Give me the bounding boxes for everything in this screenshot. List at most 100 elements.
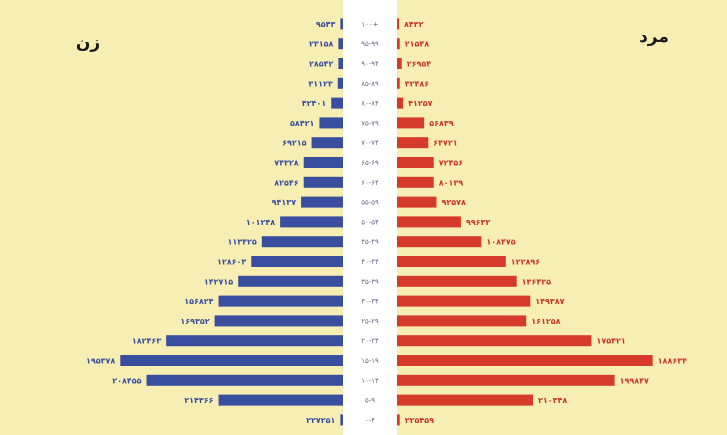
female-value-label: ۲۳۱۵۸ — [309, 40, 334, 49]
male-bar — [397, 295, 531, 307]
female-value-label: ۱۶۹۳۵۲ — [180, 317, 209, 326]
male-bar — [397, 374, 615, 386]
male-value-label: ۸۰۱۳۹ — [439, 178, 464, 187]
age-group-label: ۵۵-۵۹ — [361, 199, 379, 207]
female-value-label: ۹۵۴۳ — [316, 20, 336, 29]
age-group-label: ۷۵-۷۹ — [361, 119, 379, 127]
age-group-label: ۳۰-۳۴ — [361, 298, 379, 306]
female-bar — [337, 77, 343, 89]
female-bar — [120, 355, 343, 366]
male-bar — [397, 315, 527, 327]
female-value-label: ۱۵۶۸۲۴ — [184, 297, 213, 306]
age-group-label: ۱۵-۱۹ — [361, 357, 379, 365]
male-bar — [397, 355, 653, 366]
male-bar — [397, 97, 404, 109]
male-value-label: ۷۲۴۵۶ — [439, 159, 464, 168]
female-value-label: ۲۱۴۳۶۶ — [184, 396, 213, 405]
age-group-label: ۲۰-۲۴ — [361, 337, 379, 345]
male-bar — [397, 394, 533, 406]
male-value-label: ۵۶۸۳۹ — [429, 119, 454, 128]
age-group-label: ۸۰-۸۴ — [361, 100, 379, 108]
female-bar — [338, 38, 343, 50]
male-bar — [397, 236, 482, 248]
female-bar — [251, 256, 343, 267]
male-value-label: ۱۹۹۸۴۷ — [620, 376, 649, 385]
age-group-label: ۴۰-۴۴ — [361, 258, 379, 266]
male-value-label: ۲۱۰۳۴۸ — [538, 396, 567, 405]
age-group-label: ۱۰-۱۴ — [361, 377, 379, 385]
bars-group: ۱۰۰+ ۹۵۴۳ ۸۴۳۲ ۹۵-۹۹ ۲۳۱۵۸ ۲۱۵۴۸ ۹۰-۹۴ ۲۸۵۴۲ ۲۶۹… — [86, 18, 687, 426]
female-bar — [146, 374, 343, 386]
female-bar — [340, 18, 343, 30]
female-bar — [261, 236, 343, 248]
age-group-label: ۸۵-۸۹ — [361, 80, 379, 88]
male-value-label: ۱۸۸۶۳۴ — [658, 357, 687, 366]
male-value-label: ۱۰۸۴۷۵ — [486, 238, 515, 247]
female-value-label: ۲۰۸۴۵۵ — [112, 376, 141, 385]
male-bar — [397, 157, 434, 168]
male-value-label: ۱۴۹۳۸۷ — [535, 297, 564, 306]
age-group-label: ۰-۴ — [365, 416, 375, 424]
legend-male-label: مرد — [639, 27, 669, 47]
male-bar — [397, 137, 429, 149]
female-bar — [303, 157, 343, 168]
age-group-label: ۶۵-۶۹ — [361, 159, 379, 167]
male-value-label: ۱۳۶۴۲۵ — [522, 277, 551, 286]
female-bar — [280, 216, 343, 228]
female-bar — [311, 137, 343, 149]
female-value-label: ۷۴۳۲۸ — [274, 159, 299, 168]
male-value-label: ۱۲۲۸۹۶ — [511, 258, 540, 267]
male-value-label: ۱۶۱۲۵۸ — [531, 317, 560, 326]
age-group-label: ۳۵-۳۹ — [361, 278, 379, 286]
male-bar — [397, 335, 592, 347]
female-value-label: ۱۲۸۶۰۳ — [217, 258, 246, 267]
female-bar — [218, 394, 343, 406]
age-axis-band — [343, 0, 397, 435]
female-bar — [166, 335, 343, 347]
male-bar — [397, 58, 402, 69]
male-bar — [397, 196, 437, 208]
female-bar — [301, 196, 343, 208]
female-bar — [218, 295, 343, 307]
female-bar — [338, 58, 343, 69]
female-value-label: ۶۹۲۱۵ — [282, 139, 307, 148]
male-value-label: ۲۱۵۴۸ — [405, 40, 430, 49]
female-value-label: ۱۹۵۳۷۸ — [86, 357, 115, 366]
male-value-label: ۳۲۴۸۶ — [405, 79, 430, 88]
male-bar — [397, 216, 461, 228]
age-group-label: ۴۵-۴۹ — [361, 238, 379, 246]
male-value-label: ۲۶۹۵۴ — [407, 60, 432, 69]
female-value-label: ۳۱۱۲۳ — [308, 79, 333, 88]
male-value-label: ۶۴۷۲۱ — [433, 139, 457, 148]
male-value-label: ۱۷۵۴۲۱ — [596, 337, 625, 346]
female-bar — [319, 117, 343, 129]
female-bar — [303, 176, 343, 188]
age-group-label: ۷۰-۷۴ — [361, 139, 379, 147]
female-value-label: ۱۰۱۲۴۸ — [246, 218, 275, 227]
female-value-label: ۲۲۷۲۵۱ — [306, 416, 335, 425]
male-bar — [397, 176, 434, 188]
female-value-label: ۵۸۴۲۱ — [290, 119, 314, 128]
age-group-label: ۲۵-۲۹ — [361, 317, 379, 325]
male-bar — [397, 275, 517, 287]
male-value-label: ۲۲۵۴۵۹ — [405, 416, 434, 425]
male-bar — [397, 414, 400, 426]
age-group-label: ۹۰-۹۴ — [361, 60, 379, 68]
male-value-label: ۴۱۲۵۷ — [408, 99, 433, 108]
female-value-label: ۱۱۳۴۲۵ — [227, 238, 256, 247]
male-bar — [397, 18, 400, 30]
female-value-label: ۹۴۱۳۷ — [272, 198, 297, 207]
female-value-label: ۱۴۲۷۱۵ — [204, 277, 233, 286]
female-value-label: ۸۲۵۴۶ — [274, 178, 299, 187]
age-group-label: ۵-۹ — [365, 397, 375, 405]
age-group-label: ۱۰۰+ — [361, 20, 378, 28]
female-value-label: ۴۲۴۰۱ — [302, 99, 326, 108]
male-bar — [397, 256, 506, 267]
female-value-label: ۲۸۵۴۲ — [309, 60, 334, 69]
female-bar — [214, 315, 343, 327]
female-value-label: ۱۸۲۴۶۳ — [132, 337, 161, 346]
age-group-label: ۵۰-۵۴ — [361, 218, 379, 226]
age-group-label: ۹۵-۹۹ — [361, 40, 379, 48]
